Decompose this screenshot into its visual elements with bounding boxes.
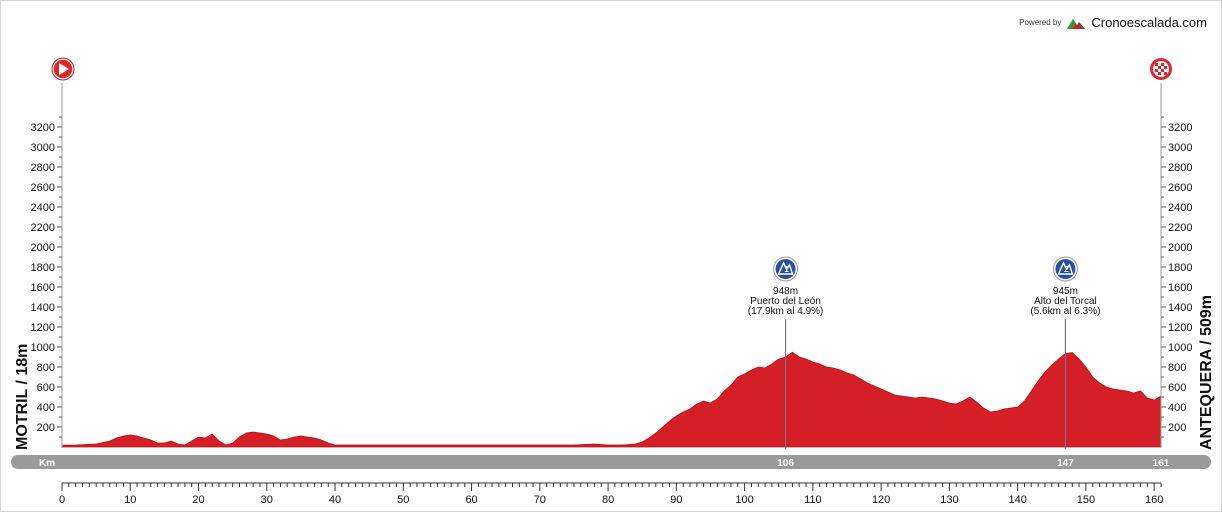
y-tick-label-left: 2600 [31, 182, 55, 194]
y-tick-label-left: 1000 [31, 342, 55, 354]
y-tick-label-right: 1400 [1168, 302, 1192, 314]
y-tick-label-right: 800 [1168, 362, 1186, 374]
y-tick-label-left: 400 [37, 402, 55, 414]
x-tick-label: 70 [534, 494, 546, 506]
x-tick-label: 160 [1145, 494, 1163, 506]
climb-elevation-label: 945m [1053, 286, 1078, 297]
x-tick-label: 130 [940, 494, 958, 506]
climb-detail-label: (17.9km al 4.9%) [748, 306, 824, 317]
x-tick-label: 0 [59, 494, 65, 506]
bar-km-label: 106 [777, 458, 794, 469]
y-tick-label-left: 200 [37, 422, 55, 434]
distance-axis: 0 10 20 30 40 50 60 70 80 90 100 110 120 130 140 150 160 [59, 482, 1163, 506]
y-tick-label-left: 1800 [31, 262, 55, 274]
y-tick-label-right: 3000 [1168, 142, 1192, 154]
elevation-profile-area [61, 351, 1162, 448]
x-tick-label: 120 [872, 494, 890, 506]
x-tick-label: 40 [329, 494, 341, 506]
climb-category-text: 2 [1064, 265, 1069, 274]
y-tick-label-right: 1200 [1168, 322, 1192, 334]
climb-category-icon: 1 [773, 256, 799, 282]
y-tick-label-right: 200 [1168, 422, 1186, 434]
y-tick-label-left: 800 [37, 362, 55, 374]
y-tick-label-right: 2200 [1168, 222, 1192, 234]
powered-by-label: Powered by [1019, 18, 1062, 27]
y-tick-label-right: 600 [1168, 382, 1186, 394]
branding[interactable]: Powered by Cronoescalada.com [1019, 15, 1207, 30]
climb-category-text: 1 [784, 265, 789, 274]
bar-km-label: 161 [1153, 458, 1170, 469]
x-tick-label: 50 [397, 494, 409, 506]
y-tick-label-right: 1600 [1168, 282, 1192, 294]
climb-name-label: Puerto del León [750, 296, 821, 307]
y-tick-label-left: 2800 [31, 162, 55, 174]
y-tick-label-right: 2800 [1168, 162, 1192, 174]
x-tick-label: 150 [1077, 494, 1095, 506]
x-tick-label: 10 [124, 494, 136, 506]
start-marker-icon [51, 57, 75, 81]
climb-name-label: Alto del Torcal [1034, 296, 1097, 307]
distance-bar: Km 106 147 161 [11, 455, 1211, 469]
y-tick-label-right: 3200 [1168, 122, 1192, 134]
y-tick-label-right: 1800 [1168, 262, 1192, 274]
y-tick-label-left: 1400 [31, 302, 55, 314]
y-tick-label-left: 600 [37, 382, 55, 394]
brand-name: Cronoescalada.com [1091, 15, 1207, 30]
y-tick-label-left: 2000 [31, 242, 55, 254]
x-tick-label: 60 [465, 494, 477, 506]
y-tick-label-left: 3200 [31, 122, 55, 134]
y-tick-label-right: 2600 [1168, 182, 1192, 194]
y-tick-label-right: 400 [1168, 402, 1186, 414]
x-tick-label: 90 [670, 494, 682, 506]
y-tick-label-left: 1200 [31, 322, 55, 334]
y-tick-label-left: 1600 [31, 282, 55, 294]
x-tick-label: 80 [602, 494, 614, 506]
x-tick-label: 110 [804, 494, 822, 506]
climb-category-icon: 2 [1052, 256, 1078, 282]
y-tick-label-right: 2400 [1168, 202, 1192, 214]
y-tick-label-right: 1000 [1168, 342, 1192, 354]
finish-town-label: ANTEQUERA / 509m [1198, 295, 1215, 450]
x-tick-label: 20 [192, 494, 204, 506]
bar-km-label: 147 [1057, 458, 1074, 469]
distance-bar-km-label: Km [39, 458, 55, 469]
right-elevation-axis: 200 400 600 800 1000 1200 1400 1600 1800 2000 2200… [1160, 116, 1192, 447]
finish-flag-icon [1150, 58, 1172, 80]
climb-detail-label: (5.6km al 6.3%) [1030, 306, 1100, 317]
y-tick-label-right: 2000 [1168, 242, 1192, 254]
start-town-label: MOTRIL / 18m [14, 344, 31, 450]
mountain-logo-icon [1067, 18, 1086, 29]
y-tick-label-left: 3000 [31, 142, 55, 154]
y-tick-label-left: 2200 [31, 222, 55, 234]
y-tick-label-left: 2400 [31, 202, 55, 214]
x-tick-label: 30 [261, 494, 273, 506]
x-tick-label: 100 [735, 494, 753, 506]
x-tick-label: 140 [1008, 494, 1026, 506]
left-elevation-axis: 200 400 600 800 1000 1200 1400 1600 1800 2000 2200… [31, 116, 63, 447]
climb-elevation-label: 948m [773, 286, 798, 297]
